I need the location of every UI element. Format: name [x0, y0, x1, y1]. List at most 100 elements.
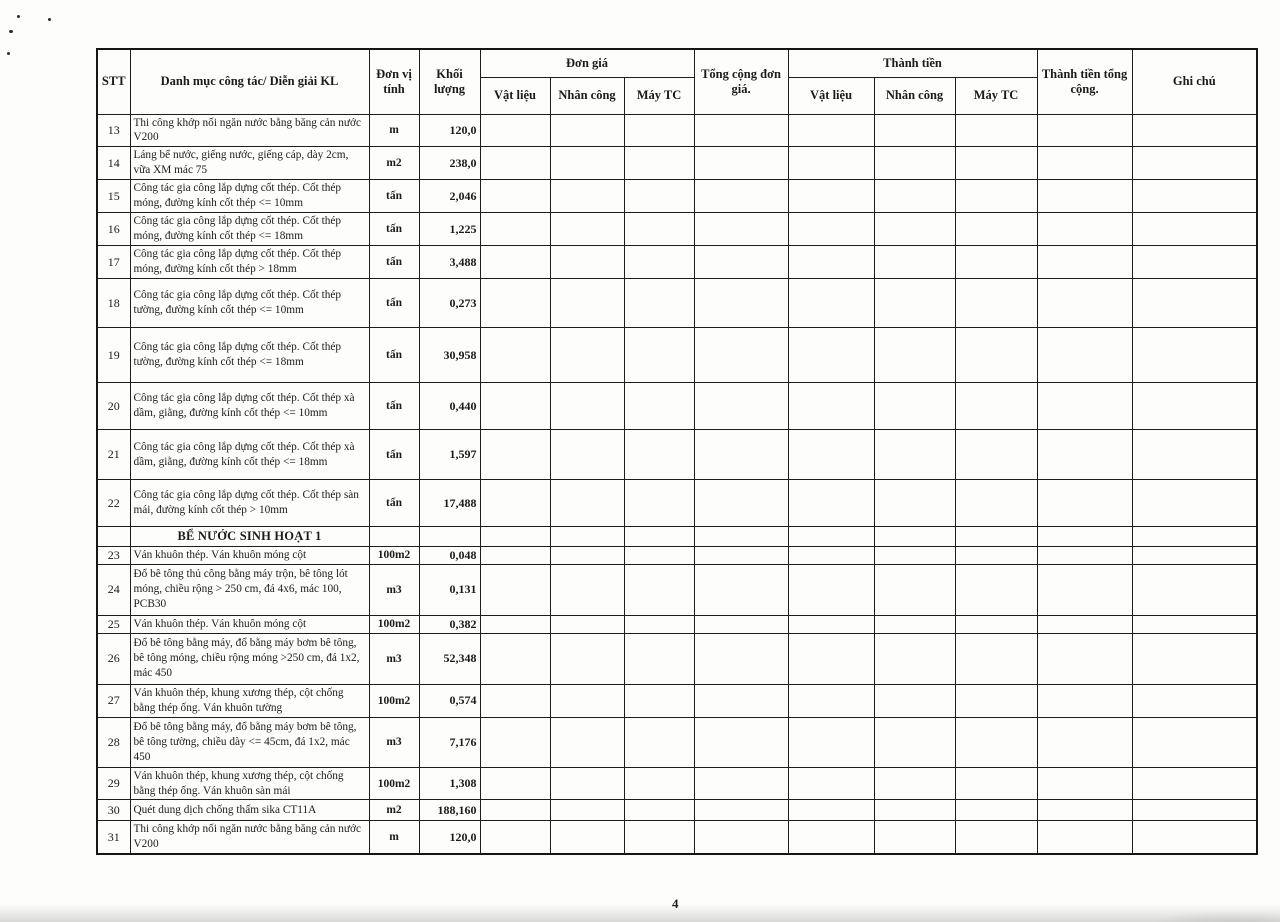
cell-unit-price-material	[479, 327, 551, 384]
row-quantity: 17,488	[418, 479, 481, 528]
cell-unit-price-material	[479, 526, 551, 547]
cell-unit-price-material	[479, 278, 551, 329]
cell-unit-price-labor	[549, 716, 625, 768]
cell-unit-price-total	[693, 179, 789, 214]
row-stt: 22	[96, 479, 131, 528]
row-unit: tấn	[368, 245, 420, 280]
row-stt: 25	[96, 614, 131, 634]
cell-unit-price-material	[479, 179, 551, 214]
cell-amount-machine	[954, 766, 1038, 801]
row-stt: 26	[96, 632, 131, 685]
row-stt: 17	[96, 245, 131, 280]
cell-amount-labor	[873, 614, 956, 634]
col-header-notes: Ghi chú	[1131, 48, 1258, 115]
table-row: 16 Công tác gia công lắp dựng cốt thép. C…	[96, 212, 1258, 247]
row-unit: 100m2	[368, 614, 420, 634]
row-description: Láng bể nước, giếng nước, giếng cáp, dày…	[129, 146, 370, 181]
row-quantity: 0,440	[418, 382, 481, 431]
cell-notes	[1131, 545, 1258, 565]
cell-unit-price-machine	[623, 563, 695, 616]
row-stt: 20	[96, 382, 131, 431]
cell-amount-material	[787, 526, 875, 547]
cell-amount-total	[1036, 545, 1133, 565]
table-row: 13 Thi công khớp nối ngăn nước bằng băng …	[96, 113, 1258, 148]
scan-speck	[7, 52, 10, 55]
row-description: Ván khuôn thép, khung xương thép, cột ch…	[129, 683, 370, 718]
cell-unit-price-material	[479, 212, 551, 247]
cell-amount-total	[1036, 212, 1133, 247]
table-body: 13 Thi công khớp nối ngăn nước bằng băng …	[96, 113, 1258, 855]
cell-amount-material	[787, 327, 875, 384]
cell-amount-total	[1036, 526, 1133, 547]
cell-amount-machine	[954, 212, 1038, 247]
cell-amount-labor	[873, 212, 956, 247]
row-quantity	[418, 526, 481, 547]
cell-unit-price-labor	[549, 479, 625, 528]
cell-unit-price-total	[693, 614, 789, 634]
row-quantity: 188,160	[418, 799, 481, 822]
cell-unit-price-material	[479, 614, 551, 634]
col-header-unit-price-group: Đơn giá	[479, 48, 695, 78]
row-unit: m3	[368, 716, 420, 768]
page-number: 4	[672, 896, 679, 912]
row-stt	[96, 526, 131, 547]
cell-unit-price-machine	[623, 820, 695, 855]
row-quantity: 0,574	[418, 683, 481, 718]
table-row: 21 Công tác gia công lắp dựng cốt thép. C…	[96, 429, 1258, 481]
table-row: 17 Công tác gia công lắp dựng cốt thép. C…	[96, 245, 1258, 280]
row-description: Thi công khớp nối ngăn nước bằng băng cả…	[129, 820, 370, 855]
table-row: 24 Đổ bê tông thủ công bằng máy trộn, bê …	[96, 563, 1258, 616]
row-unit: 100m2	[368, 766, 420, 801]
col-header-unit-price-machine: Máy TC	[623, 76, 695, 115]
section-row: BỂ NƯỚC SINH HOẠT 1	[96, 526, 1258, 547]
row-unit: m2	[368, 799, 420, 822]
cell-notes	[1131, 716, 1258, 768]
row-description: Ván khuôn thép, khung xương thép, cột ch…	[129, 766, 370, 801]
cell-unit-price-material	[479, 146, 551, 181]
cost-estimate-table: STT Danh mục công tác/ Diễn giải KL Đơn …	[96, 48, 1259, 856]
scan-speck	[17, 15, 20, 18]
table-row: 31 Thi công khớp nối ngăn nước bằng băng …	[96, 820, 1258, 855]
row-description: Quét dung dịch chống thấm sika CT11A	[129, 799, 370, 822]
table-row: 26 Đổ bê tông bằng máy, đổ bằng máy bơm b…	[96, 632, 1258, 685]
cell-amount-machine	[954, 545, 1038, 565]
table-row: 15 Công tác gia công lắp dựng cốt thép. C…	[96, 179, 1258, 214]
cell-unit-price-labor	[549, 179, 625, 214]
cell-amount-total	[1036, 278, 1133, 329]
table-row: 30 Quét dung dịch chống thấm sika CT11A m2…	[96, 799, 1258, 822]
table-row: 19 Công tác gia công lắp dựng cốt thép. C…	[96, 327, 1258, 384]
row-stt: 14	[96, 146, 131, 181]
row-description: Đổ bê tông bằng máy, đổ bằng máy bơm bê …	[129, 632, 370, 685]
cell-amount-material	[787, 429, 875, 481]
cell-unit-price-labor	[549, 113, 625, 148]
table-row: 20 Công tác gia công lắp dựng cốt thép. C…	[96, 382, 1258, 431]
cell-notes	[1131, 526, 1258, 547]
row-description: Công tác gia công lắp dựng cốt thép. Cốt…	[129, 212, 370, 247]
cell-amount-machine	[954, 799, 1038, 822]
cell-amount-machine	[954, 146, 1038, 181]
cell-amount-machine	[954, 113, 1038, 148]
col-header-unit: Đơn vị tính	[368, 48, 420, 115]
cell-unit-price-machine	[623, 146, 695, 181]
cell-unit-price-labor	[549, 146, 625, 181]
header-group-row: STT Danh mục công tác/ Diễn giải KL Đơn …	[96, 48, 1258, 115]
cell-unit-price-labor	[549, 820, 625, 855]
table-row: 28 Đổ bê tông bằng máy, đổ bằng máy bơm b…	[96, 716, 1258, 768]
cell-amount-labor	[873, 683, 956, 718]
cell-unit-price-machine	[623, 382, 695, 431]
cell-unit-price-labor	[549, 766, 625, 801]
cell-amount-material	[787, 799, 875, 822]
cell-unit-price-labor	[549, 563, 625, 616]
cell-amount-machine	[954, 614, 1038, 634]
cell-amount-labor	[873, 820, 956, 855]
cell-amount-labor	[873, 766, 956, 801]
col-header-amount-total: Thành tiền tổng cộng.	[1036, 48, 1133, 115]
cell-amount-material	[787, 545, 875, 565]
cell-amount-machine	[954, 179, 1038, 214]
row-quantity: 3,488	[418, 245, 481, 280]
cell-unit-price-material	[479, 632, 551, 685]
cell-notes	[1131, 479, 1258, 528]
cell-amount-labor	[873, 429, 956, 481]
cell-unit-price-labor	[549, 526, 625, 547]
row-quantity: 30,958	[418, 327, 481, 384]
